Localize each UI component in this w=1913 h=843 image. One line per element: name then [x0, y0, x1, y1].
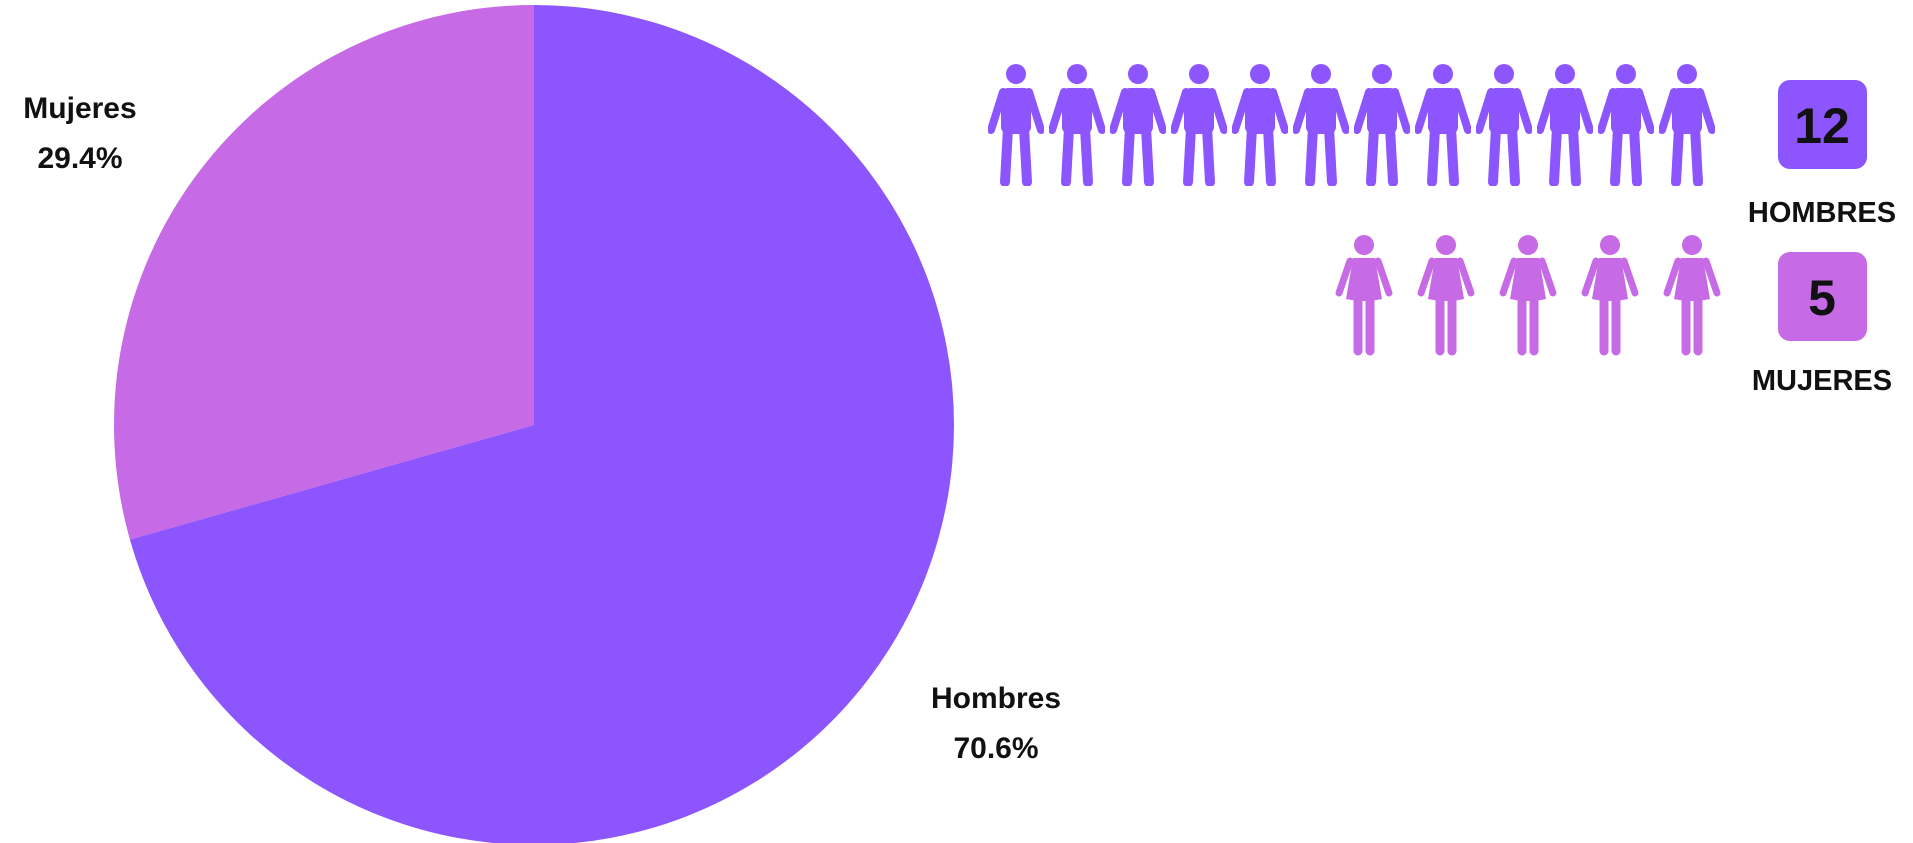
mujeres-count: 5: [1808, 270, 1836, 326]
hombres-pictograph-row: [991, 64, 1712, 182]
pie-label-hombres-percent: 70.6%: [953, 732, 1038, 765]
man-icon: [1174, 64, 1224, 182]
mujeres-caption: MUJERES: [1752, 365, 1892, 397]
hombres-count: 12: [1794, 98, 1850, 154]
woman-icon: [1339, 235, 1389, 351]
man-icon: [1296, 64, 1346, 182]
man-icon: [1235, 64, 1285, 182]
mujeres-pictograph-row: [1339, 235, 1717, 351]
pie-label-mujeres-percent: 29.4%: [37, 142, 122, 175]
woman-icon: [1503, 235, 1553, 351]
woman-icon: [1667, 235, 1717, 351]
man-icon: [1357, 64, 1407, 182]
woman-icon: [1585, 235, 1635, 351]
man-icon: [1113, 64, 1163, 182]
pie-label-hombres-name: Hombres: [931, 682, 1061, 715]
man-icon: [1662, 64, 1712, 182]
pie-slice-hombres: [129, 5, 955, 843]
man-icon: [991, 64, 1041, 182]
man-icon: [1052, 64, 1102, 182]
man-icon: [1479, 64, 1529, 182]
mujeres-count-box: [1778, 252, 1867, 341]
hombres-count-box: [1778, 80, 1867, 169]
man-icon: [1601, 64, 1651, 182]
man-icon: [1418, 64, 1468, 182]
pie-label-mujeres-name: Mujeres: [23, 92, 136, 125]
gender-pie-chart: [114, 5, 955, 843]
pie-slice-mujeres: [114, 5, 535, 540]
woman-icon: [1421, 235, 1471, 351]
hombres-caption: HOMBRES: [1748, 197, 1896, 229]
man-icon: [1540, 64, 1590, 182]
